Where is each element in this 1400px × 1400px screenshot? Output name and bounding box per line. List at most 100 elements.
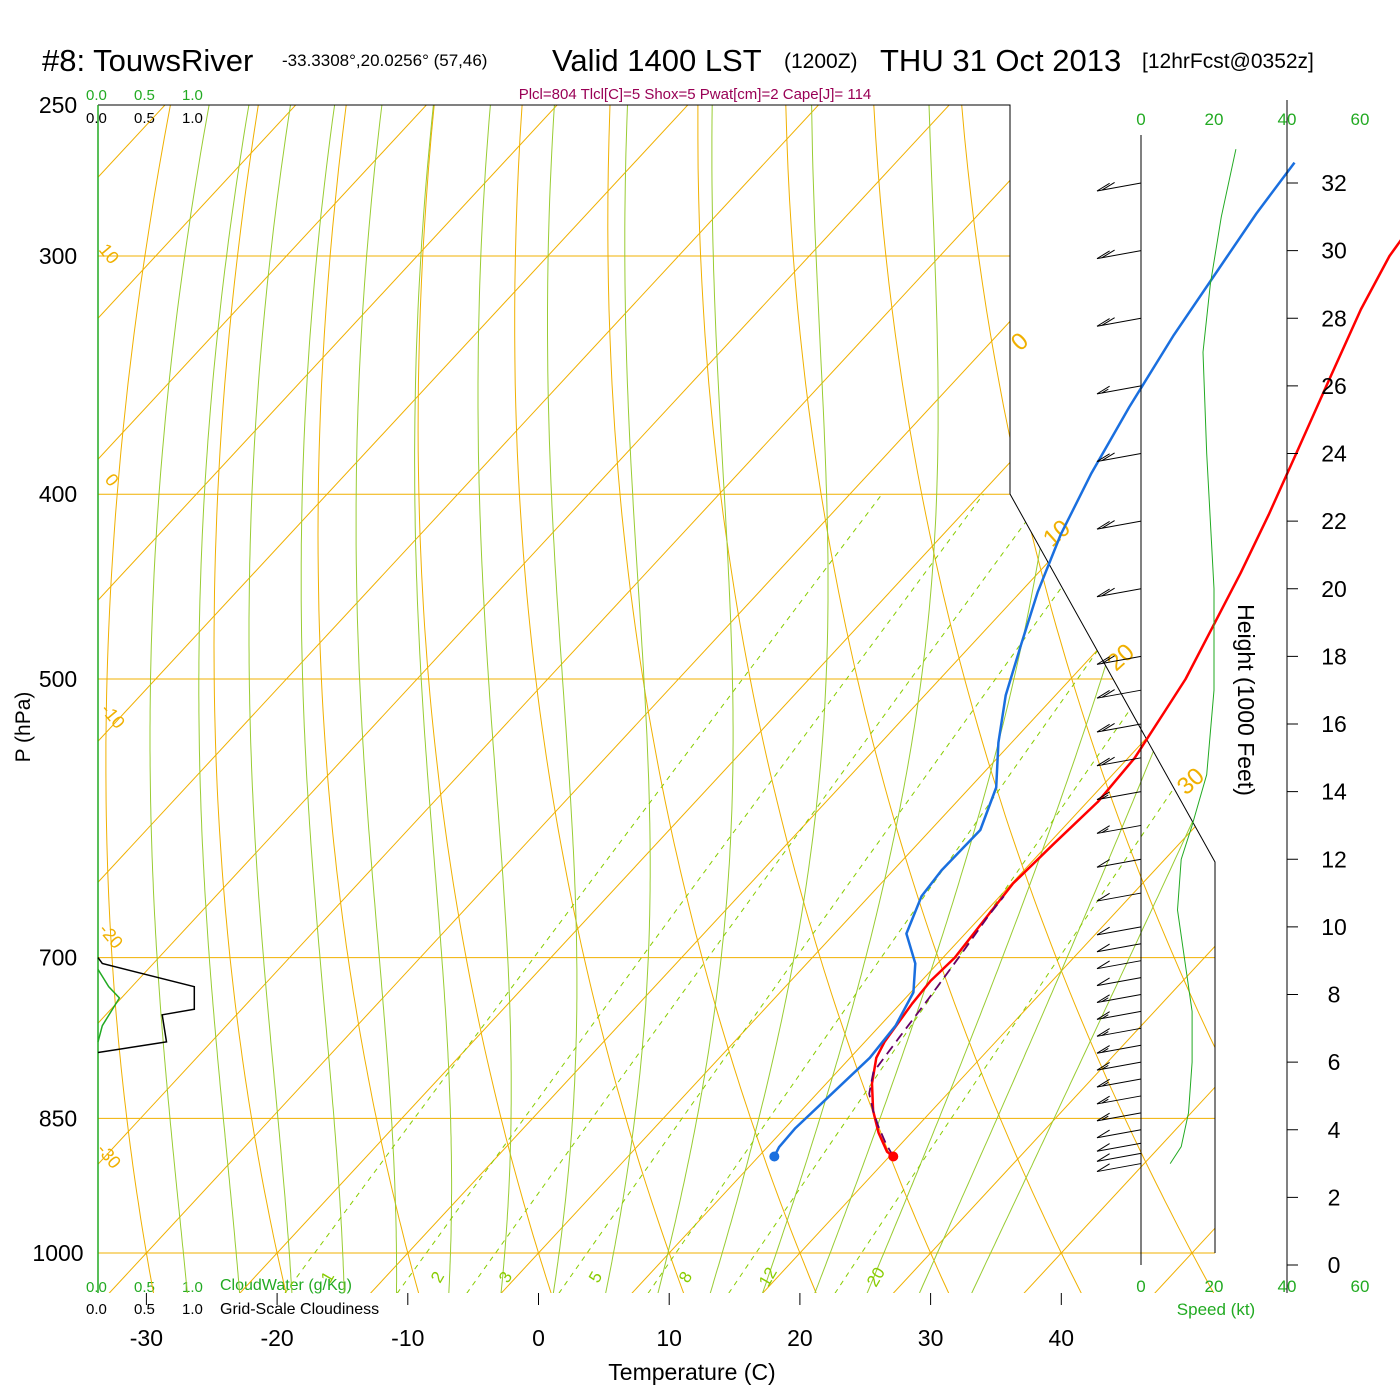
moist-adiabat [149, 105, 216, 1293]
y-tick-label: 850 [39, 1105, 77, 1131]
x-axis-label: Temperature (C) [608, 1359, 775, 1385]
isotherm-line [369, 105, 1215, 1293]
wind-barb-feather [1101, 828, 1109, 833]
isotherm-line [892, 105, 1215, 1293]
x-axis-ticks: -30 -20 -10 0 10 20 30 40 [130, 1293, 1074, 1351]
wind-barb-feather [1096, 859, 1110, 868]
isotherm-line [98, 105, 720, 1293]
x-tick-label: 30 [918, 1325, 944, 1351]
sounding-series [769, 161, 1400, 1162]
moist-adiabat [300, 105, 345, 1293]
wind-barb-staff [1096, 182, 1142, 192]
wind-barb-feather [1101, 181, 1115, 191]
moist-adiabat [355, 105, 398, 1293]
wind-barb-feather [1096, 1163, 1110, 1172]
forecast-info: [12hrFcst@0352z] [1142, 50, 1314, 73]
height-tick-label: 10 [1321, 914, 1347, 940]
dry-adiabat [317, 105, 422, 1293]
dewpoint-line [773, 161, 1296, 1158]
isotherm-label-left-10: 10 [95, 240, 123, 268]
wind-barb-staff [1096, 757, 1142, 767]
wind-barb-staff [1096, 1078, 1142, 1088]
isotherm-line [98, 105, 851, 1293]
wind-barb-staff [1096, 1095, 1142, 1105]
wind-barb-feather [1096, 1078, 1110, 1088]
y-tick-label: 400 [39, 481, 77, 507]
speed-tick-top-0: 0 [1136, 110, 1145, 129]
moist-adiabat [547, 105, 578, 1293]
wind-barb-feather [1101, 1048, 1109, 1053]
moist-adiabat [918, 105, 1215, 1293]
dry-adiabat [213, 105, 289, 1293]
x-tick-label: -30 [130, 1325, 163, 1351]
cloudwater-profile [97, 969, 121, 1043]
dry-adiabat [871, 105, 1215, 1293]
wind-barb-feather [1096, 520, 1110, 530]
isotherm-line [98, 105, 328, 1293]
wind-barb-feather [1096, 182, 1110, 192]
wind-barb-staff [1096, 689, 1142, 699]
moist-adiabat [198, 105, 256, 1293]
wind-barb-feather [1101, 1031, 1109, 1036]
cloud-scale-bottom-black-1: 0.5 [134, 1301, 155, 1318]
y-tick-label: 1000 [32, 1240, 83, 1266]
wind-barb-feather [1096, 723, 1110, 733]
speed-axis-label: Speed (kt) [1177, 1300, 1255, 1319]
height-tick-label: 4 [1328, 1117, 1341, 1143]
wind-barb-feather [1096, 926, 1110, 936]
wind-barb-feather [1096, 892, 1110, 902]
wind-barb-feather [1096, 1129, 1110, 1139]
cloud-scale-bottom: 0.0 0.5 1.0 CloudWater (g/Kg) 0.0 0.5 1.… [86, 1277, 379, 1318]
wind-barb-staff [1096, 317, 1142, 327]
height-tick-label: 14 [1321, 779, 1347, 805]
cloud-scale-top: 0.0 0.5 1.0 0.0 0.5 1.0 [86, 87, 203, 127]
mixing-label-2: 2 [427, 1268, 448, 1286]
wind-barb-feather [1096, 1045, 1110, 1054]
wind-barb-feather [1101, 722, 1115, 732]
mixing-ratio-line [647, 493, 1210, 1293]
wind-barb-staff [1096, 655, 1142, 665]
cloudwater-label: CloudWater (g/Kg) [220, 1277, 352, 1294]
isotherm-label-left-m10: -10 [97, 700, 129, 733]
valid-date: THU 31 Oct 2013 [880, 43, 1121, 78]
wind-barb-staff [1096, 250, 1142, 260]
isotherm-labels: 10 0 -10 -20 -30 0 10 20 30 [93, 240, 1210, 1173]
height-tick-label: 24 [1321, 441, 1347, 467]
wind-barb-feather [1101, 1098, 1109, 1104]
isotherm-line [98, 105, 589, 1293]
cloud-profiles [97, 957, 196, 1054]
wind-barb-feather [1096, 1143, 1110, 1152]
y-axis-ticks: 250 300 400 500 700 850 1000 [32, 92, 83, 1266]
height-tick-label: 16 [1321, 711, 1347, 737]
wind-barb-staff [1096, 977, 1142, 987]
cloud-scale-top-black-1: 0.5 [134, 110, 155, 127]
y-axis-label: P (hPa) [12, 692, 35, 763]
wind-barb-feather [1096, 385, 1110, 395]
wind-barb-feather [1101, 520, 1115, 529]
wind-barb-staff [1096, 1142, 1142, 1152]
height-tick-label: 6 [1328, 1049, 1341, 1075]
wind-barb-staff [1096, 723, 1142, 733]
moist-adiabat [971, 105, 1215, 1293]
surface-temperature-marker [888, 1151, 899, 1162]
moist-adiabat [414, 105, 453, 1293]
wind-barb-staff [1096, 1129, 1142, 1139]
wind-barb-feather [1101, 997, 1109, 1003]
isotherm-label-left-0: 0 [101, 470, 123, 491]
wind-barb-feather [1101, 452, 1115, 462]
speed-tick-bottom-0: 0 [1136, 1277, 1145, 1296]
wind-barb-feather [1101, 388, 1109, 394]
isotherm-line [98, 105, 459, 1293]
moist-adiabat [248, 105, 297, 1293]
height-tick-label: 22 [1321, 508, 1347, 534]
cloud-scale-bottom-green-2: 1.0 [182, 1279, 203, 1296]
dry-adiabat [697, 105, 953, 1293]
wind-barb-feather [1096, 1112, 1110, 1122]
dry-adiabat [958, 105, 1215, 1293]
dry-adiabat [1132, 105, 1215, 1293]
wind-barb-staff [1096, 943, 1142, 953]
wind-barb-feather [1101, 1064, 1109, 1070]
speed-tick-top-60: 60 [1351, 110, 1370, 129]
plot-border [98, 104, 1216, 1253]
cloud-scale-bottom-green-1: 0.5 [134, 1279, 155, 1296]
